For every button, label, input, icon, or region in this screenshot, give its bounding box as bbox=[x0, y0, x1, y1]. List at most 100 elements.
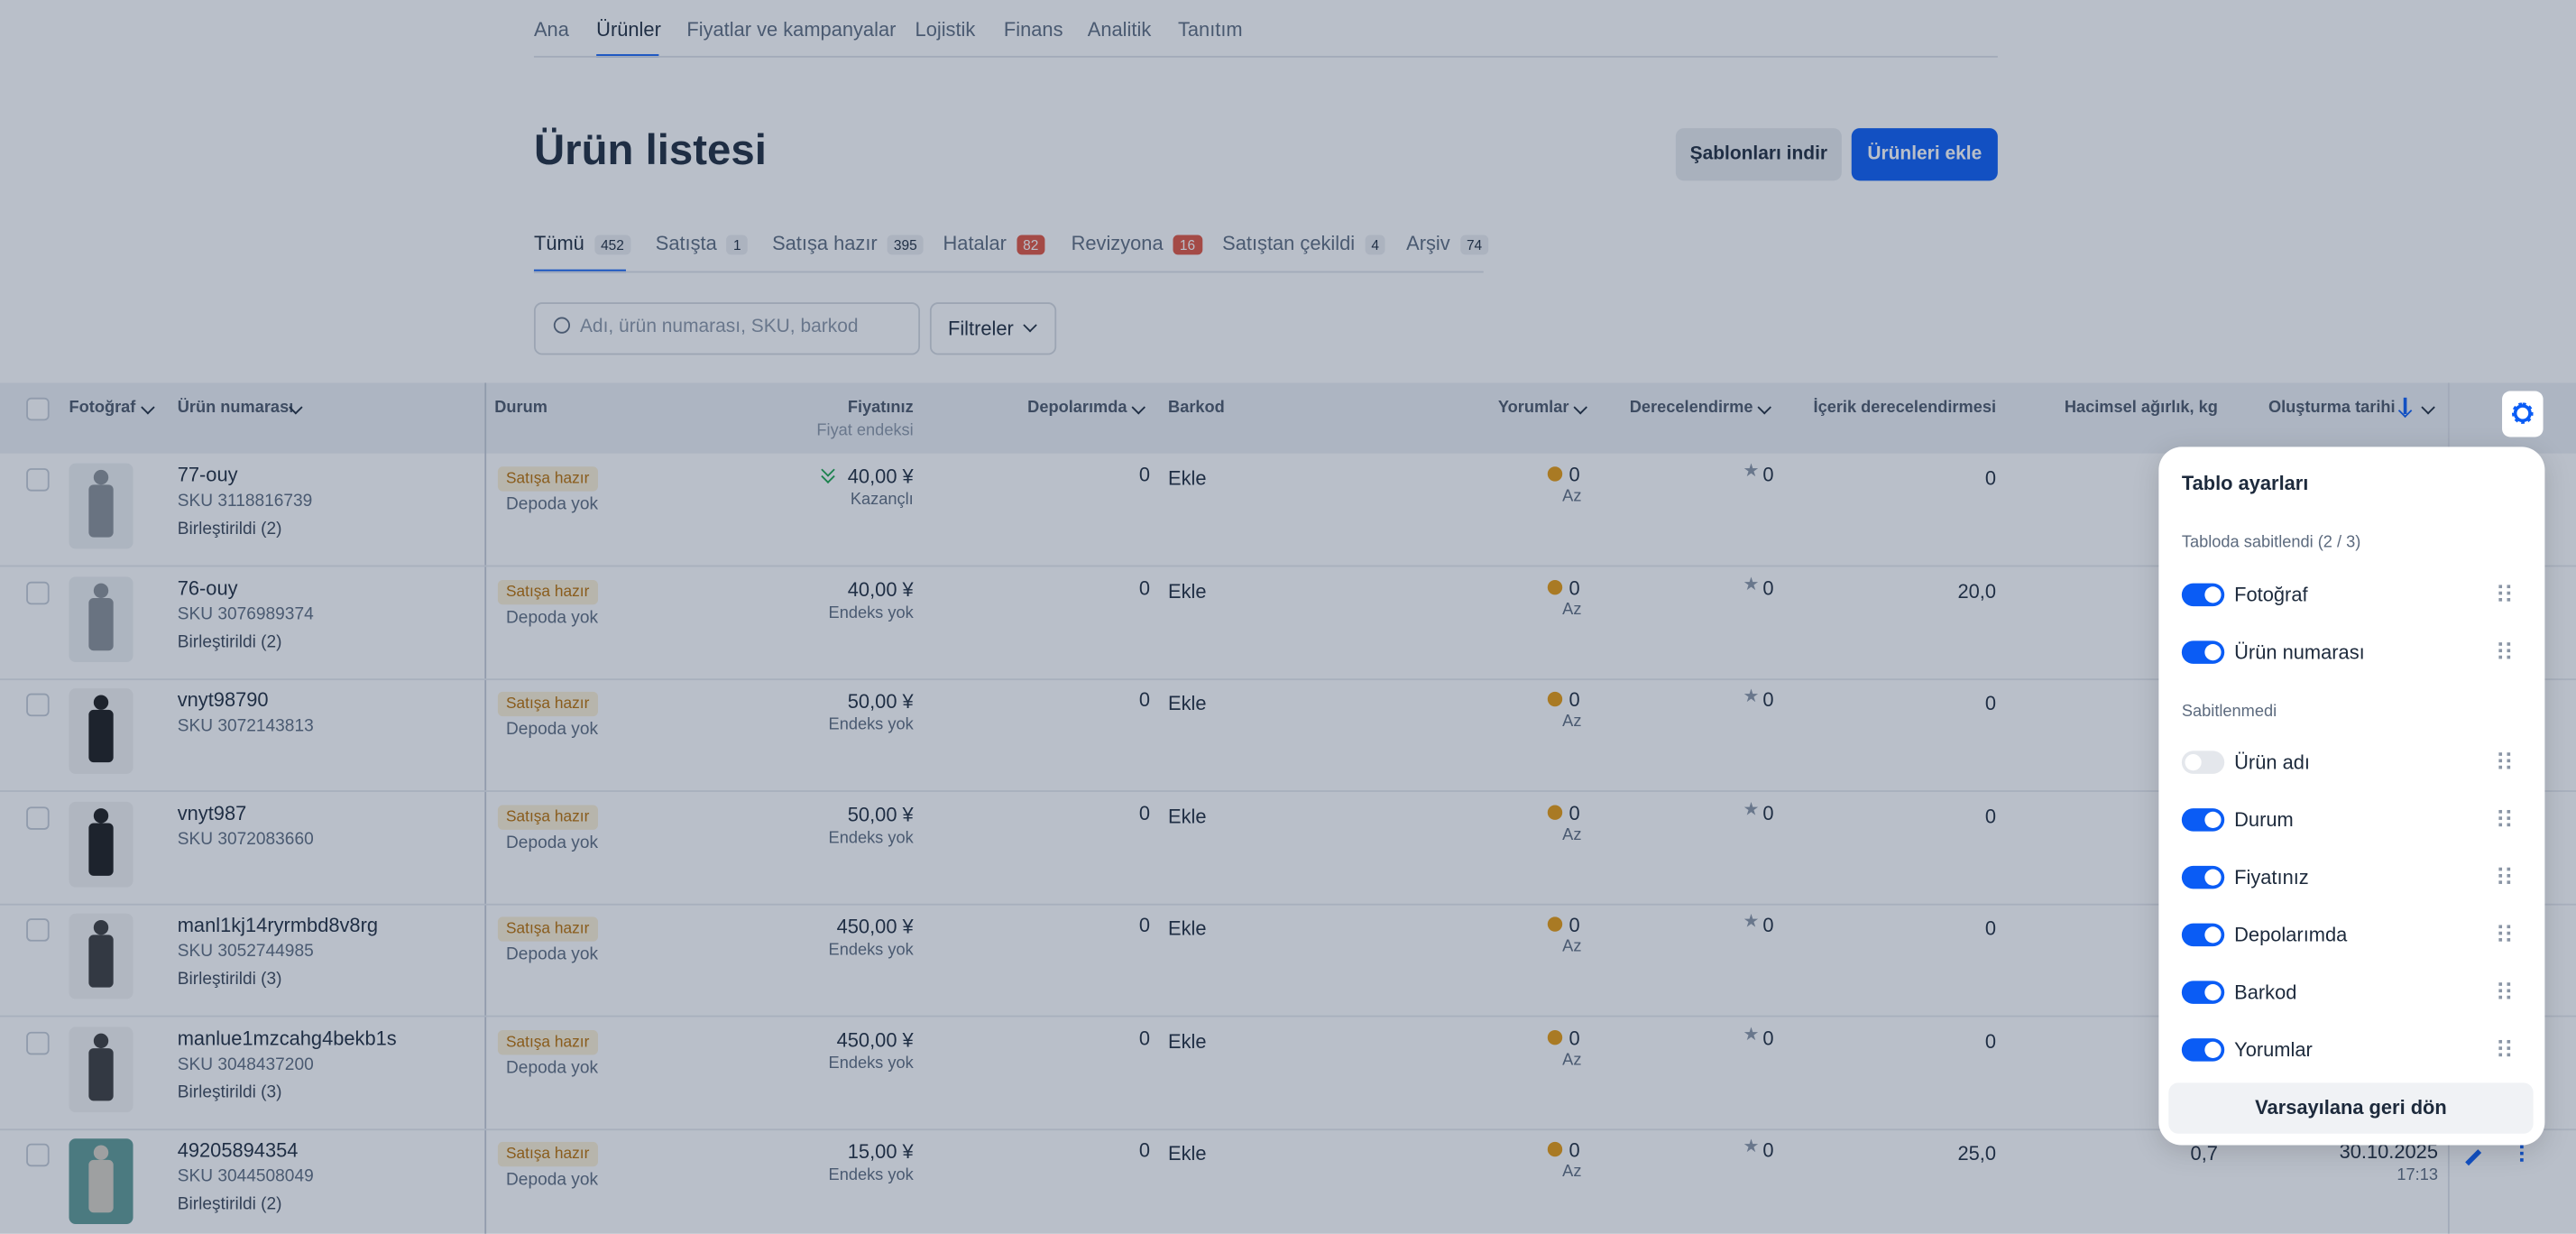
content-rating: 0 bbox=[1984, 1029, 1997, 1053]
photo-figure bbox=[93, 469, 109, 485]
nav-item[interactable]: Analitik bbox=[1087, 18, 1152, 41]
reviews: 0 bbox=[1569, 1026, 1580, 1049]
tab-count: 4 bbox=[1365, 235, 1386, 255]
barcode-link[interactable]: Ekle bbox=[1168, 466, 1207, 490]
merged-link[interactable]: Birleştirildi (2) bbox=[177, 631, 282, 652]
nav-item[interactable]: Tanıtım bbox=[1177, 18, 1243, 41]
button[interactable]: Şablonları indir bbox=[1675, 128, 1842, 181]
checkbox[interactable] bbox=[26, 397, 50, 421]
product-number[interactable]: 77-ouy bbox=[177, 463, 238, 487]
nav-item[interactable]: Finans bbox=[1003, 18, 1063, 41]
tab[interactable]: Revizyona 16 bbox=[1072, 232, 1202, 255]
checkbox[interactable] bbox=[26, 1030, 50, 1054]
product-number[interactable]: vnyt987 bbox=[177, 800, 247, 824]
tab[interactable]: Satışa hazır 395 bbox=[772, 232, 925, 255]
toggle-knob bbox=[2204, 869, 2222, 886]
barcode-link[interactable]: Ekle bbox=[1168, 579, 1207, 603]
drag-handle[interactable] bbox=[2498, 982, 2503, 986]
product-photo bbox=[69, 1138, 133, 1224]
barcode-link[interactable]: Ekle bbox=[1168, 804, 1207, 828]
reviews: 0 bbox=[1569, 576, 1580, 599]
nav-item[interactable]: Ana bbox=[533, 18, 569, 41]
column-header[interactable]: Ürün numarası bbox=[177, 399, 294, 418]
drag-handle[interactable] bbox=[2498, 1039, 2503, 1044]
search-box[interactable] bbox=[533, 302, 921, 355]
drag-handle[interactable] bbox=[2498, 925, 2503, 929]
tab[interactable]: Satıştan çekildi 4 bbox=[1222, 232, 1386, 255]
tab-label: Tümü bbox=[533, 231, 584, 255]
button[interactable]: Ürünleri ekle bbox=[1851, 128, 1998, 181]
drag-handle[interactable] bbox=[2498, 752, 2503, 756]
sku: SKU 3052744985 bbox=[177, 941, 314, 962]
column-header[interactable]: Depolarımda bbox=[1027, 399, 1127, 418]
checkbox[interactable] bbox=[26, 918, 50, 942]
checkbox[interactable] bbox=[26, 580, 50, 604]
product-number[interactable]: manlue1mzcahg4bekb1s bbox=[177, 1026, 397, 1049]
setting-label: Depolarımda bbox=[2234, 923, 2348, 947]
product-number[interactable]: manl1kj14ryrmbd8v8rg bbox=[177, 913, 379, 937]
drag-handle[interactable] bbox=[2498, 867, 2503, 871]
stock-qty: 0 bbox=[1138, 463, 1151, 487]
toggle[interactable] bbox=[2181, 1038, 2225, 1062]
product-number[interactable]: 76-ouy bbox=[177, 576, 238, 599]
drag-handle[interactable] bbox=[2498, 642, 2503, 646]
price-note: Endeks yok bbox=[828, 1054, 914, 1073]
warn-icon bbox=[1547, 1141, 1563, 1157]
more-icon[interactable] bbox=[2520, 1145, 2524, 1149]
checkbox[interactable] bbox=[26, 693, 50, 717]
merged-link[interactable]: Birleştirildi (3) bbox=[177, 1082, 282, 1102]
checkbox[interactable] bbox=[26, 806, 50, 829]
price-note: Endeks yok bbox=[828, 828, 914, 847]
reset-button[interactable]: Varsayılana geri dön bbox=[2168, 1082, 2534, 1134]
toggle[interactable] bbox=[2181, 981, 2225, 1004]
toggle[interactable] bbox=[2181, 923, 2225, 947]
status-badge: Satışa hazır bbox=[497, 1141, 598, 1167]
filter-button[interactable] bbox=[929, 302, 1057, 355]
tab[interactable]: Hatalar 82 bbox=[943, 232, 1045, 255]
barcode-link[interactable]: Ekle bbox=[1168, 691, 1207, 715]
price-note: Endeks yok bbox=[828, 603, 914, 622]
panel-title: Tablo ayarları bbox=[2181, 471, 2309, 495]
nav-item[interactable]: Ürünler bbox=[596, 18, 661, 41]
checkbox[interactable] bbox=[26, 1143, 50, 1167]
tab[interactable]: Arşiv 74 bbox=[1406, 232, 1489, 255]
column-header[interactable]: Fiyatınız bbox=[847, 399, 914, 418]
product-number[interactable]: vnyt98790 bbox=[177, 688, 269, 712]
toggle[interactable] bbox=[2181, 583, 2225, 607]
toggle[interactable] bbox=[2181, 640, 2225, 664]
nav-item[interactable]: Fiyatlar ve kampanyalar bbox=[686, 18, 897, 41]
tab[interactable]: Satışta 1 bbox=[656, 232, 748, 255]
merged-link[interactable]: Birleştirildi (2) bbox=[177, 1194, 282, 1215]
drag-handle[interactable] bbox=[2498, 585, 2503, 589]
merged-link[interactable]: Birleştirildi (2) bbox=[177, 519, 282, 539]
column-header[interactable]: Fotoğraf bbox=[69, 399, 136, 418]
reviews-note: Az bbox=[1562, 938, 1582, 957]
checkbox[interactable] bbox=[26, 468, 50, 492]
drag-handle[interactable] bbox=[2498, 809, 2503, 814]
barcode-link[interactable]: Ekle bbox=[1168, 916, 1207, 940]
column-header[interactable]: Derecelendirme bbox=[1629, 399, 1753, 418]
rating: 0 bbox=[1762, 688, 1774, 712]
column-header[interactable]: Oluşturma tarihi bbox=[2268, 399, 2396, 418]
reviews: 0 bbox=[1569, 800, 1580, 824]
barcode-link[interactable]: Ekle bbox=[1168, 1141, 1207, 1165]
column-header[interactable]: Durum bbox=[494, 399, 547, 418]
reviews: 0 bbox=[1569, 1138, 1580, 1162]
toggle[interactable] bbox=[2181, 808, 2225, 832]
column-header[interactable]: Yorumlar bbox=[1497, 399, 1569, 418]
merged-link[interactable]: Birleştirildi (3) bbox=[177, 969, 282, 990]
barcode-link[interactable]: Ekle bbox=[1168, 1029, 1207, 1053]
setting-label: Barkod bbox=[2234, 981, 2297, 1004]
product-number[interactable]: 49205894354 bbox=[177, 1138, 299, 1162]
toggle[interactable] bbox=[2181, 865, 2225, 889]
product-photo bbox=[69, 688, 133, 774]
column-header[interactable]: Barkod bbox=[1168, 399, 1225, 418]
column-header[interactable]: İçerik derecelendirmesi bbox=[1813, 399, 1997, 418]
toggle[interactable] bbox=[2181, 751, 2225, 774]
column-header[interactable]: Hacimsel ağırlık, kg bbox=[2064, 399, 2218, 418]
photo-figure bbox=[93, 1032, 109, 1048]
nav-item[interactable]: Lojistik bbox=[915, 18, 976, 41]
tab[interactable]: Tümü 452 bbox=[533, 231, 631, 255]
toggle-knob bbox=[2204, 811, 2222, 829]
settings-button[interactable] bbox=[2502, 391, 2544, 437]
